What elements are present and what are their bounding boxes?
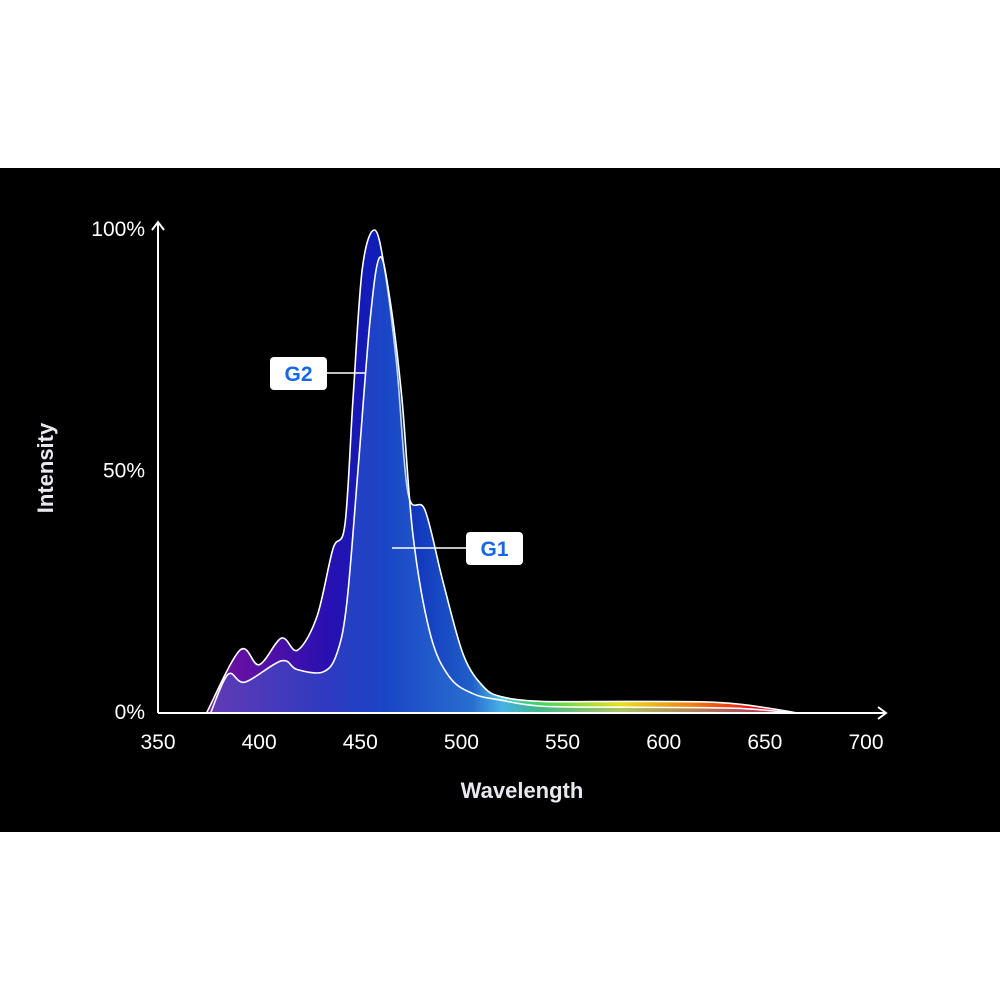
x-axis-label: Wavelength <box>461 778 584 803</box>
x-tick-label: 700 <box>848 731 883 754</box>
g1-label-box <box>466 532 523 565</box>
g1-label: G1 <box>480 538 508 561</box>
x-tick-label: 650 <box>747 731 782 754</box>
series-area-g1 <box>210 256 794 713</box>
series-label-g1: G1 <box>392 532 523 565</box>
series-line-g1 <box>209 256 794 714</box>
x-tick-label: 400 <box>242 731 277 754</box>
y-tick-label: 0% <box>115 701 145 724</box>
g2-label-box <box>270 357 327 390</box>
chart-background <box>0 168 1000 832</box>
y-tick-label: 50% <box>103 460 145 483</box>
y-axis-label: Intensity <box>33 422 58 513</box>
x-tick-label: 500 <box>444 731 479 754</box>
series-label-g2: G2 <box>270 357 365 390</box>
series-area-g2 <box>206 230 798 713</box>
g2-label: G2 <box>284 363 312 386</box>
x-tick-label: 600 <box>646 731 681 754</box>
x-tick-label: 450 <box>343 731 378 754</box>
series-line-g2 <box>205 229 798 714</box>
x-tick-label: 350 <box>140 731 175 754</box>
y-tick-label: 100% <box>91 218 145 241</box>
x-tick-label: 550 <box>545 731 580 754</box>
